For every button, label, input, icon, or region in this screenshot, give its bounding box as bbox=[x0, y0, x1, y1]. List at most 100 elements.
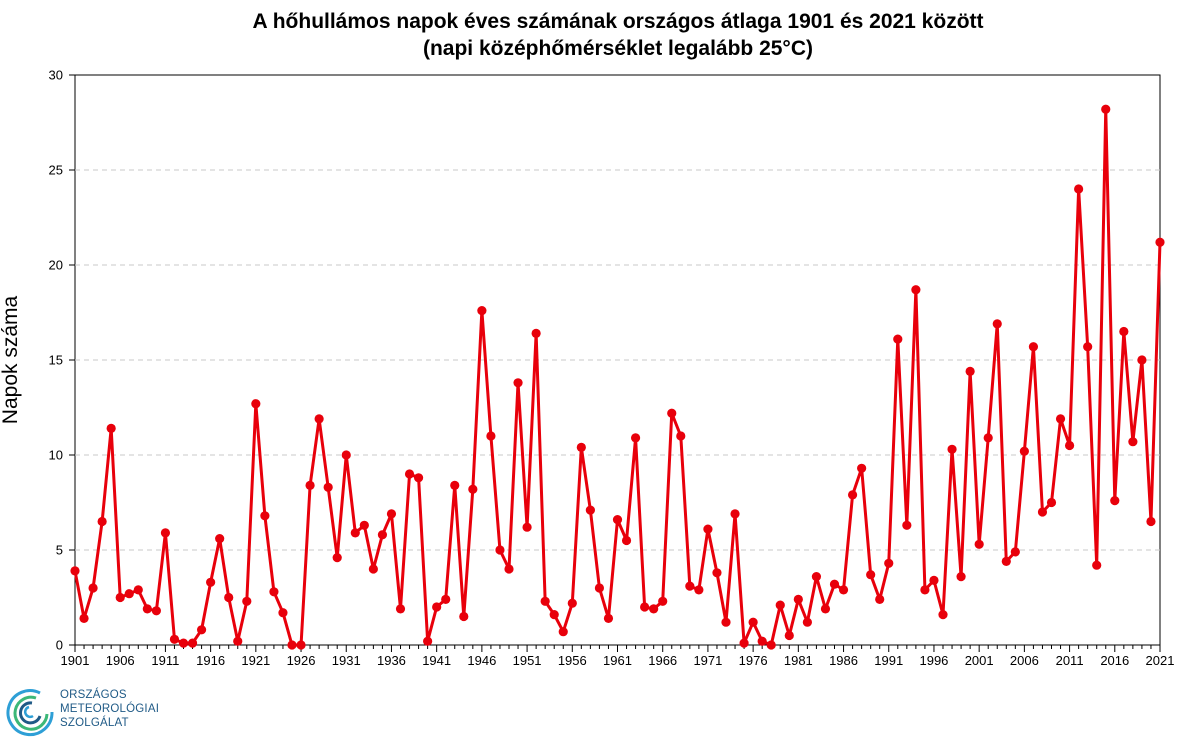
data-point bbox=[649, 604, 659, 614]
data-point bbox=[902, 520, 912, 530]
data-point bbox=[612, 515, 623, 525]
data-point bbox=[278, 608, 288, 618]
data-point bbox=[929, 575, 939, 586]
data-point bbox=[233, 636, 243, 646]
data-point bbox=[1146, 516, 1156, 527]
y-tick-label: 0 bbox=[56, 638, 63, 653]
data-point bbox=[79, 613, 89, 624]
logo-text-line1: ORSZÁGOS bbox=[60, 689, 127, 701]
data-point bbox=[332, 553, 342, 563]
data-point bbox=[630, 433, 641, 443]
data-point bbox=[1055, 414, 1066, 424]
y-axis: 0 5 10 15 20 25 30 bbox=[49, 68, 75, 653]
data-point bbox=[323, 482, 333, 492]
data-point bbox=[603, 613, 614, 624]
data-point bbox=[811, 572, 822, 582]
data-point bbox=[838, 585, 849, 595]
data-point bbox=[169, 634, 180, 644]
logo-icon bbox=[6, 689, 54, 737]
data-point bbox=[974, 539, 984, 549]
data-point bbox=[459, 611, 469, 622]
x-tick-label: 1981 bbox=[784, 653, 813, 668]
data-point bbox=[540, 596, 550, 606]
data-point bbox=[106, 423, 116, 433]
data-point bbox=[341, 450, 351, 460]
logo-text-line3: SZOLGÁLAT bbox=[60, 717, 129, 729]
data-point bbox=[504, 564, 514, 574]
data-point bbox=[585, 505, 595, 515]
data-point bbox=[938, 610, 948, 620]
data-point bbox=[450, 480, 460, 490]
data-point bbox=[965, 366, 975, 376]
data-point bbox=[947, 444, 957, 454]
data-point bbox=[576, 442, 586, 452]
data-point bbox=[377, 530, 388, 540]
data-point bbox=[251, 399, 261, 409]
data-point bbox=[667, 408, 677, 418]
data-point bbox=[594, 583, 605, 593]
data-point bbox=[287, 640, 297, 650]
data-point bbox=[739, 638, 749, 648]
x-tick-label: 1966 bbox=[648, 653, 677, 668]
data-point bbox=[359, 520, 369, 530]
data-point bbox=[269, 587, 279, 597]
data-point bbox=[983, 433, 993, 443]
data-point bbox=[395, 604, 406, 614]
data-point bbox=[793, 594, 803, 605]
x-tick-label: 2016 bbox=[1100, 653, 1129, 668]
data-point bbox=[314, 414, 324, 424]
x-tick-label: 1941 bbox=[422, 653, 451, 668]
x-tick-label: 1996 bbox=[919, 653, 948, 668]
data-point bbox=[766, 640, 776, 650]
data-point bbox=[187, 638, 198, 648]
data-point bbox=[956, 572, 966, 582]
data-point bbox=[404, 469, 415, 479]
y-tick-label: 5 bbox=[56, 543, 63, 558]
data-point bbox=[296, 640, 306, 650]
data-point bbox=[621, 535, 632, 546]
data-point bbox=[757, 636, 767, 646]
data-point bbox=[567, 598, 577, 608]
y-tick-label: 10 bbox=[49, 448, 63, 463]
data-point bbox=[477, 306, 487, 316]
data-point bbox=[1019, 446, 1029, 456]
data-point bbox=[423, 636, 433, 646]
data-point bbox=[260, 511, 270, 521]
data-point bbox=[531, 328, 541, 338]
data-point bbox=[160, 528, 171, 538]
data-point bbox=[558, 627, 568, 637]
x-tick-label: 1971 bbox=[693, 653, 722, 668]
x-tick-label: 1976 bbox=[739, 653, 768, 668]
data-point bbox=[884, 558, 894, 568]
x-tick-label: 1901 bbox=[61, 653, 90, 668]
data-point bbox=[640, 602, 650, 612]
x-tick-label: 2006 bbox=[1010, 653, 1039, 668]
data-point bbox=[305, 480, 315, 490]
data-point bbox=[1110, 496, 1120, 506]
x-tick-label: 1931 bbox=[332, 653, 361, 668]
x-tick-label: 1926 bbox=[287, 653, 316, 668]
data-point bbox=[712, 568, 722, 578]
data-point bbox=[1083, 342, 1093, 352]
x-tick-label: 1951 bbox=[513, 653, 542, 668]
x-tick-label: 1956 bbox=[558, 653, 587, 668]
data-point bbox=[178, 638, 189, 648]
data-point bbox=[1074, 184, 1084, 194]
x-tick-label: 1961 bbox=[603, 653, 632, 668]
data-point bbox=[1119, 326, 1129, 337]
data-point bbox=[685, 581, 695, 591]
data-point bbox=[703, 524, 713, 534]
data-point bbox=[224, 592, 234, 603]
data-point bbox=[196, 625, 207, 635]
data-point bbox=[368, 564, 378, 574]
x-tick-label: 1946 bbox=[467, 653, 496, 668]
y-tick-label: 30 bbox=[49, 68, 63, 83]
data-point bbox=[784, 630, 794, 641]
x-tick-label: 1921 bbox=[241, 653, 270, 668]
chart-title: A hőhullámos napok éves számának országo… bbox=[252, 10, 984, 33]
data-point bbox=[694, 585, 704, 595]
data-point bbox=[676, 431, 686, 441]
data-point bbox=[775, 600, 785, 610]
data-point bbox=[1001, 556, 1011, 567]
